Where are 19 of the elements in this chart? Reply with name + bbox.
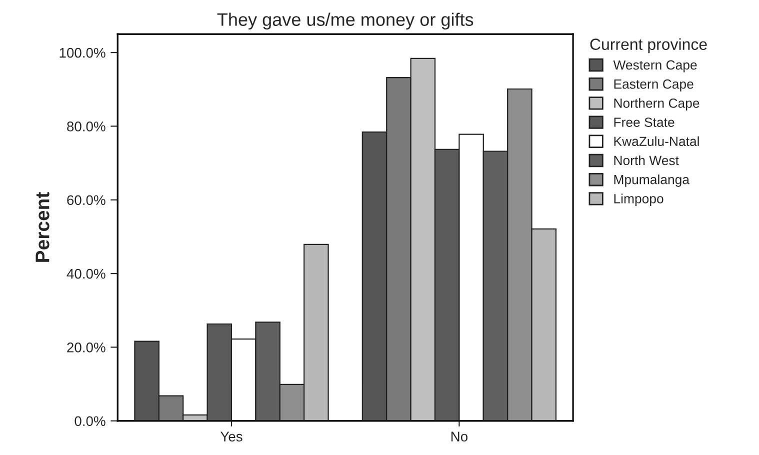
chart-title: They gave us/me money or gifts: [217, 12, 474, 30]
legend-label: Free State: [614, 118, 674, 127]
y-tick-label: 40.0%: [66, 268, 106, 279]
legend-label: KwaZulu-Natal: [614, 136, 699, 146]
x-tick-label: No: [451, 432, 468, 442]
legend-label: Limpopo: [614, 194, 664, 206]
y-tick-label: 0.0%: [74, 416, 106, 426]
y-tick-label: 20.0%: [67, 342, 106, 352]
legend-label: Northern Cape: [614, 98, 700, 110]
legend-label: Mpumalanga: [614, 174, 690, 187]
legend-label: Eastern Cape: [614, 79, 694, 92]
x-tick-label: Yes: [220, 432, 242, 442]
y-tick-label: 60.0%: [67, 195, 106, 206]
legend-label: North West: [614, 155, 679, 166]
y-tick-label: 100.0%: [60, 48, 106, 58]
y-axis-title: Percent: [36, 192, 50, 262]
y-tick-label: 80.0%: [67, 122, 106, 132]
legend-title: Current province: [590, 38, 707, 54]
legend-label: Western Cape: [613, 60, 697, 72]
